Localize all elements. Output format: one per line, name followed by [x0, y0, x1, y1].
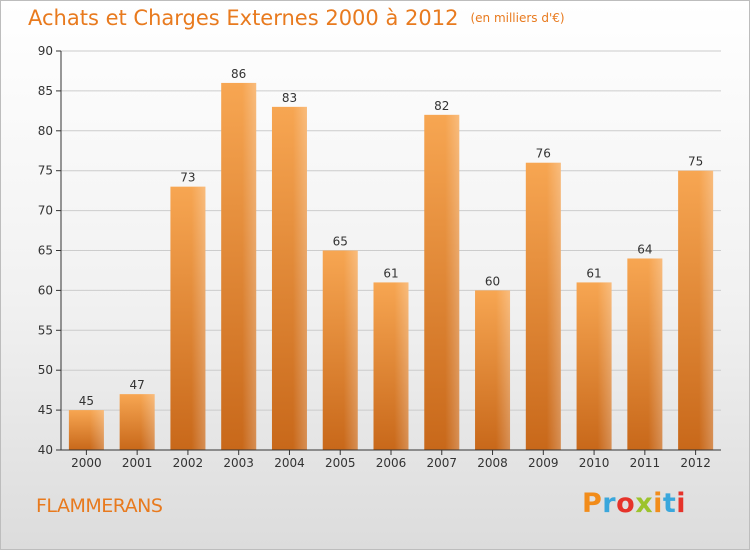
- value-label: 65: [333, 235, 348, 249]
- bar-shine: [170, 186, 206, 450]
- bar-layer: [68, 82, 714, 451]
- y-tick-label: 60: [38, 283, 53, 297]
- city-name: FLAMMERANS: [36, 495, 163, 517]
- logo-letter: t: [662, 488, 677, 519]
- bar-shine: [68, 410, 104, 450]
- x-tick-label: 2005: [325, 456, 356, 470]
- logo-letter: o: [616, 488, 636, 519]
- x-tick-label: 2002: [173, 456, 204, 470]
- value-label: 64: [637, 242, 652, 256]
- bar-shine: [119, 394, 155, 450]
- x-tick-label: 2008: [477, 456, 508, 470]
- bar-shine: [525, 162, 561, 450]
- x-tick-label: 2007: [426, 456, 457, 470]
- x-tick-label: 2009: [528, 456, 559, 470]
- x-tick-label: 2000: [71, 456, 102, 470]
- y-tick-label: 85: [38, 84, 53, 98]
- value-label: 75: [688, 155, 703, 169]
- logo-letter: r: [602, 488, 617, 519]
- x-tick-label: 2003: [223, 456, 254, 470]
- axis-layer: 40 45 50 55 60 65 70 75 80 85 90 2000 2001 2002 2003 20…: [38, 44, 721, 470]
- y-tick-label: 90: [38, 44, 53, 58]
- y-tick-label: 40: [38, 443, 53, 457]
- value-label: 86: [231, 67, 246, 81]
- chart-title: Achats et Charges Externes 2000 à 2012: [28, 6, 459, 30]
- bar-shine: [322, 250, 358, 450]
- value-label: 61: [383, 266, 398, 280]
- x-tick-label: 2010: [579, 456, 610, 470]
- x-tick-label: 2006: [376, 456, 407, 470]
- logo-letter: i: [653, 488, 663, 519]
- bar-shine: [221, 82, 257, 451]
- value-label: 60: [485, 274, 500, 288]
- y-tick-label: 70: [38, 204, 53, 218]
- logo-letter: x: [635, 488, 654, 519]
- x-tick-label: 2004: [274, 456, 305, 470]
- proxiti-logo: Proxiti: [582, 488, 686, 519]
- bar-shine: [424, 114, 460, 450]
- y-tick-label: 75: [38, 164, 53, 178]
- value-label: 47: [130, 378, 145, 392]
- value-label: 45: [79, 394, 94, 408]
- chart-subtitle: (en milliers d'€): [470, 11, 565, 25]
- y-tick-label: 80: [38, 124, 53, 138]
- bar-shine: [576, 282, 612, 450]
- bar-shine: [475, 290, 511, 450]
- value-label: 61: [586, 266, 601, 280]
- bar-shine: [271, 106, 307, 451]
- chart-title-block: Achats et Charges Externes 2000 à 2012 (e…: [28, 6, 565, 30]
- logo-letter: P: [582, 488, 603, 519]
- bar-shine: [627, 258, 663, 450]
- logo-letter: i: [676, 488, 687, 519]
- y-tick-label: 45: [38, 403, 53, 417]
- x-tick-label: 2011: [630, 456, 661, 470]
- value-label: 82: [434, 99, 449, 113]
- y-tick-label: 55: [38, 323, 53, 337]
- y-tick-label: 50: [38, 363, 53, 377]
- label-layer: 45 47 73 86 83 65 61 82 60 76 61 64 75: [79, 67, 704, 408]
- value-label: 73: [180, 171, 195, 185]
- value-label: 83: [282, 91, 297, 105]
- x-tick-label: 2012: [680, 456, 711, 470]
- x-tick-label: 2001: [122, 456, 153, 470]
- bar-shine: [678, 170, 714, 450]
- value-label: 76: [536, 147, 551, 161]
- bar-shine: [373, 282, 409, 450]
- y-tick-label: 65: [38, 244, 53, 258]
